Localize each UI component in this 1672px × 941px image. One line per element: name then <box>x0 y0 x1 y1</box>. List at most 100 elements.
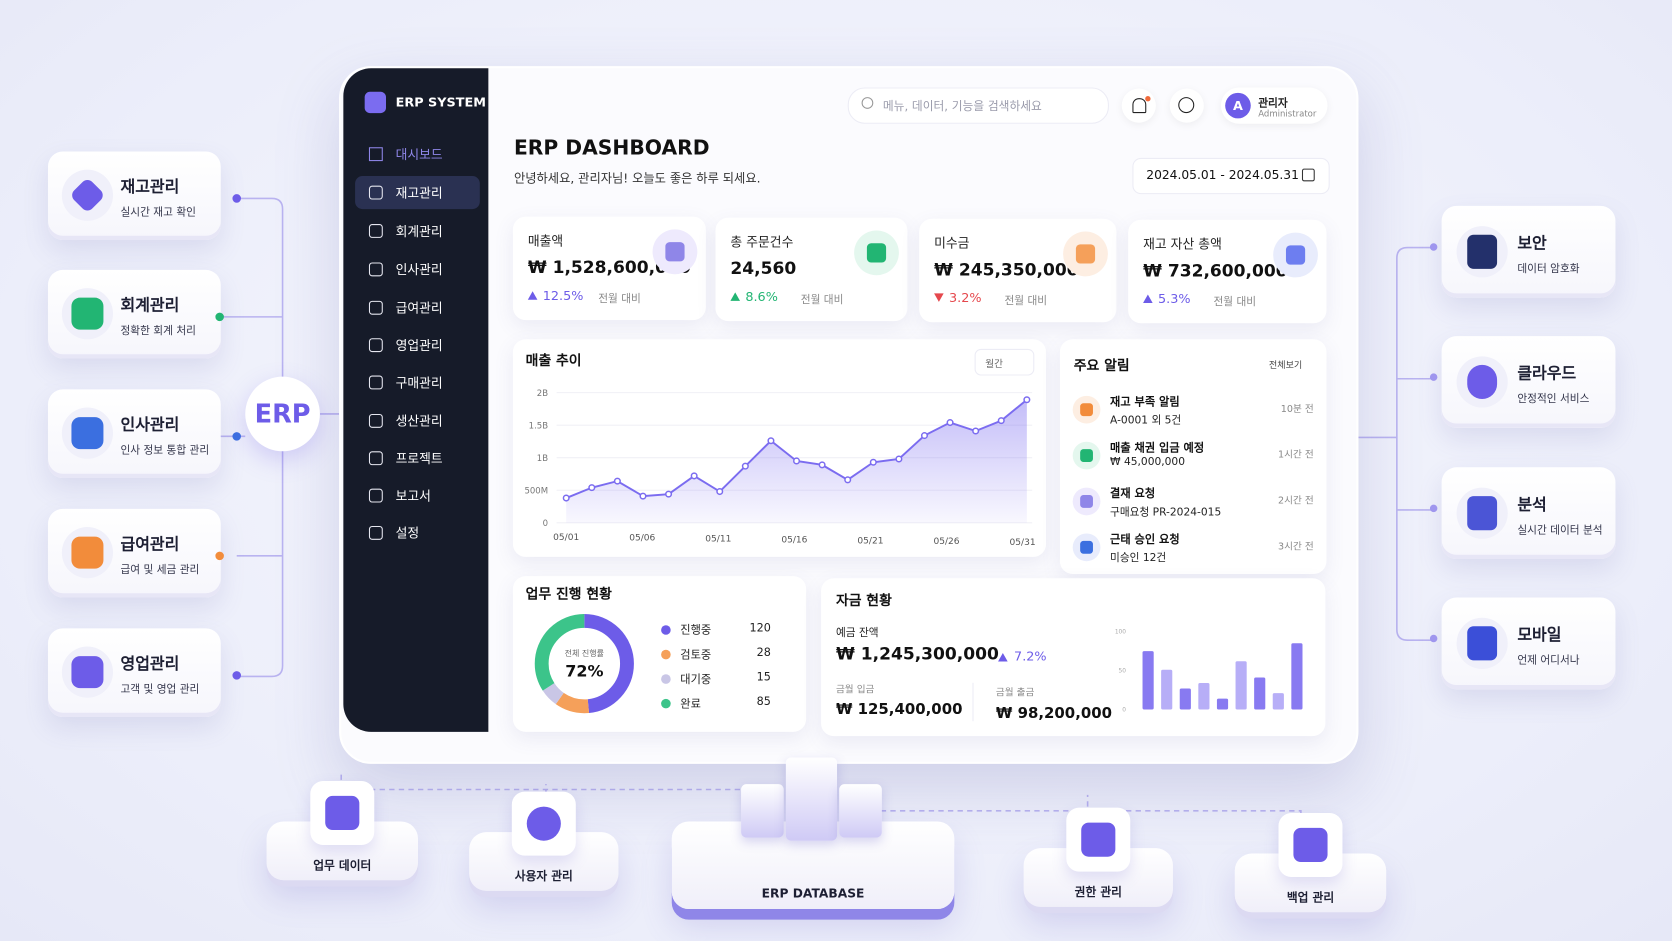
platform-label: 사용자 관리 <box>514 869 573 884</box>
point <box>920 432 929 440</box>
sidebar-icon <box>368 147 383 162</box>
bar <box>1142 651 1154 710</box>
trend-arrow <box>934 293 944 302</box>
point <box>946 419 954 427</box>
kpi-value: ₩ 732,600,000 <box>1143 260 1288 281</box>
user-name: 관리자 <box>1258 98 1288 110</box>
module-title: 영업관리 <box>120 654 180 674</box>
module-title: 분석 <box>1517 495 1547 515</box>
sidebar <box>343 68 489 732</box>
alert-time: 1시간 전 <box>1278 450 1314 461</box>
alerts-card <box>1059 339 1327 574</box>
module-icon <box>1467 626 1498 661</box>
bar <box>1216 698 1229 710</box>
legend-value: 85 <box>756 695 771 709</box>
kpi-change: 3.2% <box>949 290 982 306</box>
alert-title: 매출 채권 입금 예정 <box>1110 441 1205 455</box>
x-tick-label: 05/26 <box>933 537 959 547</box>
period-label: 월간 <box>985 359 1003 371</box>
bar <box>1235 661 1247 710</box>
y-tick-label: 500M <box>524 486 548 496</box>
sidebar-item: 생산관리 <box>395 413 443 429</box>
module-subtitle: 실시간 재고 확인 <box>120 206 196 219</box>
x-tick-label: 05/16 <box>781 535 807 545</box>
kpi-change: 5.3% <box>1158 291 1191 307</box>
legend-value: 120 <box>749 622 771 635</box>
alerts-title: 주요 알림 <box>1073 358 1130 375</box>
sidebar-icon <box>368 413 383 428</box>
alert-title: 결재 요청 <box>1110 487 1156 501</box>
server <box>741 784 784 838</box>
alert-title: 근태 승인 요청 <box>1110 533 1180 547</box>
withdrawal: ₩ 98,200,000 <box>995 705 1113 723</box>
tile-icon <box>1293 827 1328 863</box>
balance: ₩ 1,245,300,000 <box>835 643 999 664</box>
alert-detail: A-0001 외 5건 <box>1110 415 1182 427</box>
module-subtitle: 정확한 회계 처리 <box>120 325 196 338</box>
tile-icon <box>1081 822 1116 857</box>
legend-dot <box>661 698 671 709</box>
search-box <box>847 87 1109 124</box>
kpi-label: 총 주문건수 <box>730 234 794 250</box>
avatar-initial: A <box>1233 98 1243 114</box>
kpi-label: 매출액 <box>527 233 564 249</box>
module-title: 급여관리 <box>120 534 180 554</box>
withdrawal-label: 금월 출금 <box>995 688 1035 699</box>
bar <box>1179 688 1191 710</box>
kpi-note: 전월 대비 <box>800 294 844 307</box>
progress-title: 업무 진행 현황 <box>525 586 612 603</box>
donut <box>534 614 634 714</box>
connector-dot <box>232 194 241 203</box>
legend-dot <box>661 649 671 660</box>
sidebar-item: 대시보드 <box>395 147 443 163</box>
view-all: 전체보기 <box>1268 360 1303 372</box>
trend-arrow <box>998 652 1008 662</box>
calendar-icon <box>1301 168 1315 182</box>
y-tick-label: 1.5B <box>529 421 549 431</box>
point <box>588 484 596 492</box>
y-tick-label: 0 <box>543 519 548 529</box>
point <box>690 472 698 480</box>
point <box>665 490 673 498</box>
trend-chart: 0 500M 1B 1.5B 2B 05/01 05/06 05/11 05/16 05/21 05… <box>524 389 1035 548</box>
module-title: 재고관리 <box>120 177 180 197</box>
trend-arrow <box>730 292 741 301</box>
trend-arrow-shape <box>730 292 741 301</box>
point <box>767 437 775 445</box>
erp-hub <box>245 376 320 452</box>
sidebar-item: 구매관리 <box>395 375 443 391</box>
donut-center-label: 전체 진행률 <box>564 648 604 659</box>
user-role: Administrator <box>1258 108 1317 119</box>
alert-icon <box>1080 403 1093 417</box>
active-item-bg <box>355 176 480 210</box>
x-tick-label: 05/31 <box>1010 538 1036 548</box>
bar <box>1198 683 1210 710</box>
deposit: ₩ 125,400,000 <box>835 700 963 719</box>
module-icon <box>1467 234 1498 269</box>
alert-detail: 구매요청 PR-2024-015 <box>1110 506 1222 519</box>
date-range-box <box>1132 157 1330 195</box>
sidebar-icon <box>368 451 383 466</box>
bar <box>1272 693 1284 710</box>
point <box>844 476 852 484</box>
connector-dot <box>232 432 241 441</box>
help-icon <box>1178 97 1195 114</box>
sidebar-icon <box>368 300 383 315</box>
point <box>639 492 647 500</box>
x-tick-label: 05/01 <box>553 533 579 543</box>
module-icon <box>71 536 104 569</box>
greeting: 안녕하세요, 관리자님! 오늘도 좋은 하루 되세요. <box>513 170 761 186</box>
legend-dot <box>661 625 671 635</box>
module-icon <box>71 297 104 330</box>
module-title: 회계관리 <box>120 295 180 315</box>
kpi-value: ₩ 245,350,000 <box>934 259 1079 280</box>
deposit-label: 금월 입금 <box>835 684 875 696</box>
legend-dot <box>661 674 671 684</box>
point <box>818 461 826 469</box>
donut-segment <box>534 614 634 714</box>
module-subtitle: 고객 및 영업 관리 <box>120 683 200 696</box>
period-select <box>974 348 1035 376</box>
kpi-icon <box>866 243 887 263</box>
alert-time: 10분 전 <box>1280 404 1314 416</box>
